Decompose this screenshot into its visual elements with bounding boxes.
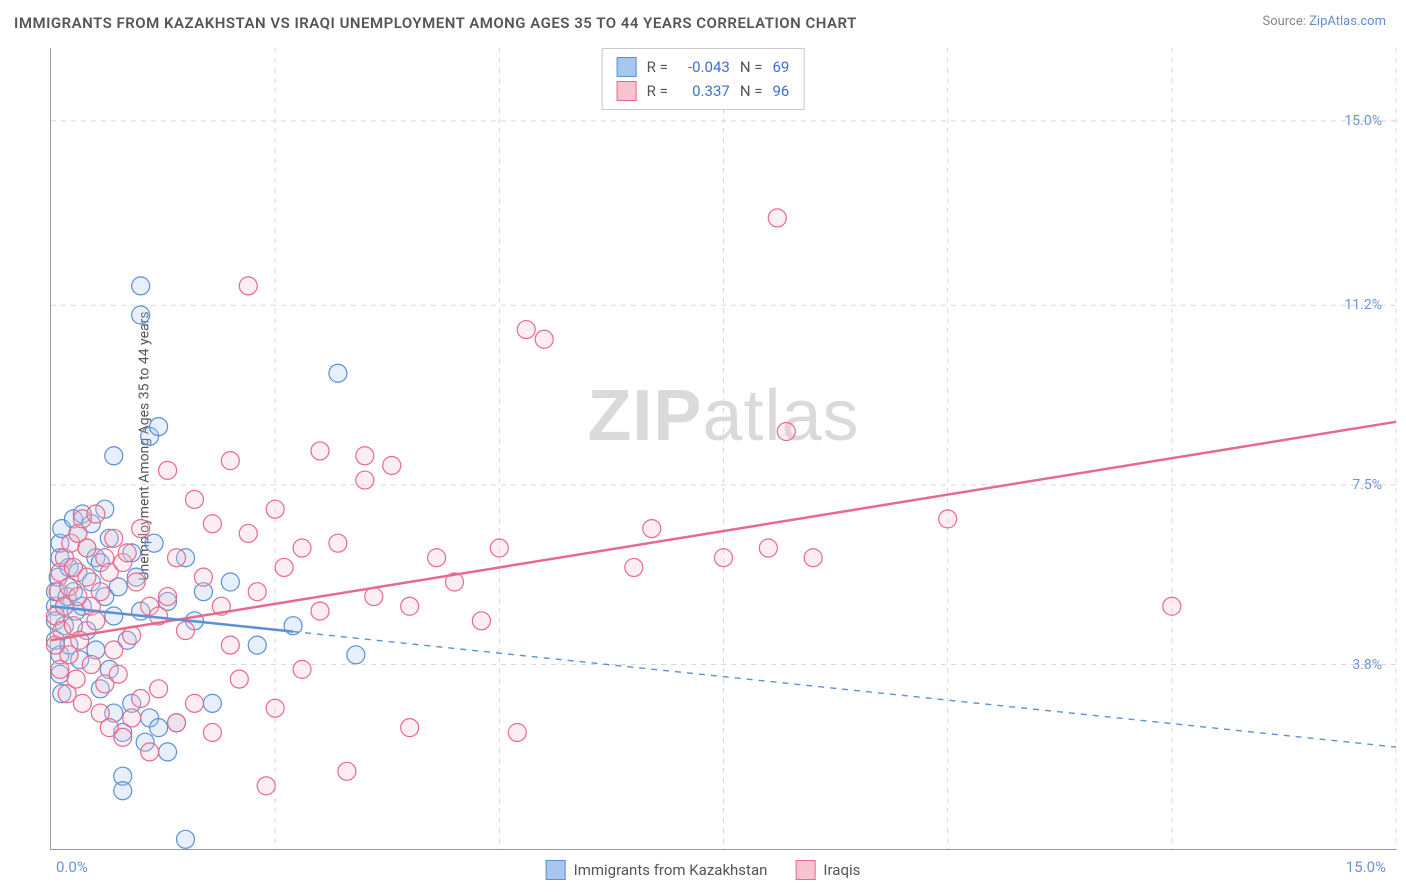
r-label: R = bbox=[647, 55, 668, 79]
legend-label-iraqis: Iraqis bbox=[823, 861, 860, 879]
n-label: N = bbox=[740, 79, 763, 103]
swatch-kazakhstan bbox=[617, 57, 637, 77]
stats-row-iraqis: R = 0.337 N = 96 bbox=[617, 79, 790, 103]
legend-item-iraqis: Iraqis bbox=[795, 860, 860, 880]
stats-row-kazakhstan: R = -0.043 N = 69 bbox=[617, 55, 790, 79]
plot-area: ZIPatlas 3.8%7.5%11.2%15.0% bbox=[50, 48, 1396, 850]
y-tick-label: 3.8% bbox=[1352, 657, 1382, 673]
n-label: N = bbox=[740, 55, 763, 79]
legend-label-kazakhstan: Immigrants from Kazakhstan bbox=[574, 861, 768, 879]
r-value-kazakhstan: -0.043 bbox=[678, 55, 730, 79]
chart-title: IMMIGRANTS FROM KAZAKHSTAN VS IRAQI UNEM… bbox=[14, 14, 857, 32]
y-tick-label: 7.5% bbox=[1352, 477, 1382, 493]
x-axis-legend: Immigrants from Kazakhstan Iraqis bbox=[546, 860, 861, 880]
n-value-iraqis: 96 bbox=[772, 79, 789, 103]
source-label: Source: bbox=[1262, 14, 1309, 29]
n-value-kazakhstan: 69 bbox=[772, 55, 789, 79]
r-label: R = bbox=[647, 79, 668, 103]
swatch-iraqis bbox=[617, 81, 637, 101]
source-link[interactable]: ZipAtlas.com bbox=[1309, 14, 1386, 29]
y-tick-label: 11.2% bbox=[1344, 297, 1382, 313]
legend-swatch-kazakhstan bbox=[546, 860, 566, 880]
correlation-stats-box: R = -0.043 N = 69 R = 0.337 N = 96 bbox=[602, 48, 805, 110]
legend-swatch-iraqis bbox=[795, 860, 815, 880]
r-value-iraqis: 0.337 bbox=[678, 79, 730, 103]
plot-svg bbox=[51, 48, 1396, 849]
y-tick-label: 15.0% bbox=[1344, 113, 1382, 129]
legend-item-kazakhstan: Immigrants from Kazakhstan bbox=[546, 860, 768, 880]
x-tick-min: 0.0% bbox=[56, 858, 88, 876]
x-tick-max: 15.0% bbox=[1346, 858, 1386, 876]
chart-container: IMMIGRANTS FROM KAZAKHSTAN VS IRAQI UNEM… bbox=[0, 0, 1406, 892]
source-attribution: Source: ZipAtlas.com bbox=[1262, 14, 1386, 29]
